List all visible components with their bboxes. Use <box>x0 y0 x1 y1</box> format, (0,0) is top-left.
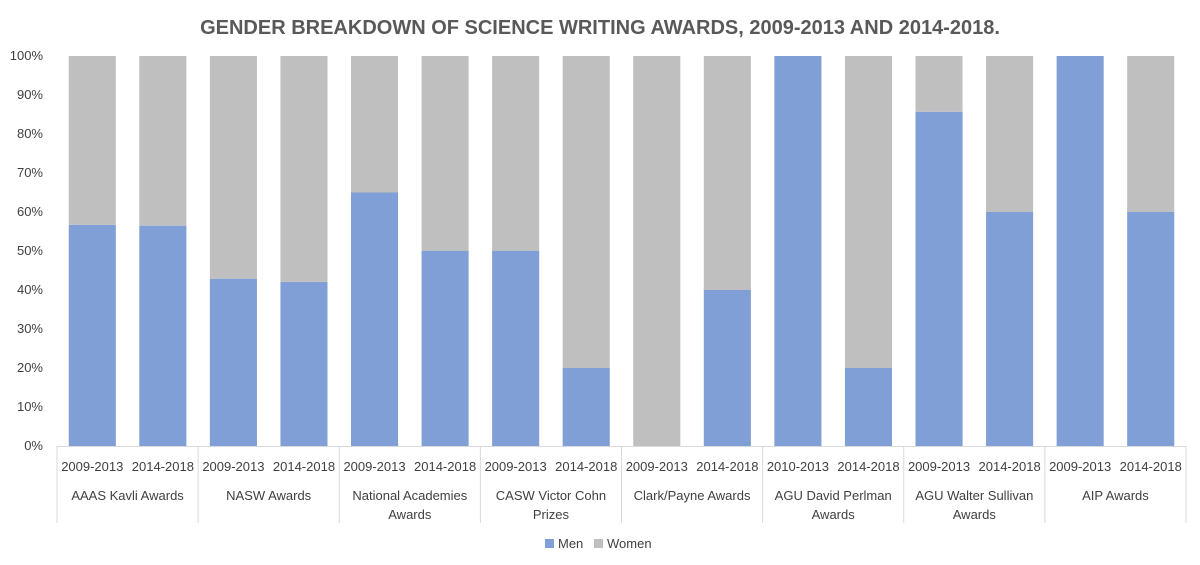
bar-women <box>421 56 469 251</box>
bar-men <box>915 111 963 447</box>
bar-women <box>492 56 540 251</box>
bar-women <box>703 56 751 290</box>
group-label: Awards <box>388 507 432 522</box>
y-tick-label: 20% <box>17 360 43 375</box>
bar-women <box>68 56 116 225</box>
y-tick-label: 30% <box>17 321 43 336</box>
bar-men <box>209 278 257 446</box>
period-label: 2009-2013 <box>908 459 970 474</box>
period-label: 2009-2013 <box>626 459 688 474</box>
period-label: 2014-2018 <box>132 459 194 474</box>
bars <box>68 56 1175 447</box>
y-tick-label: 90% <box>17 87 43 102</box>
bar-men <box>1127 212 1175 446</box>
y-tick-label: 70% <box>17 165 43 180</box>
period-label: 2009-2013 <box>202 459 264 474</box>
bar-men <box>350 192 399 446</box>
bar-women <box>844 56 893 368</box>
period-label: 2014-2018 <box>414 459 476 474</box>
period-label: 2009-2013 <box>1049 459 1111 474</box>
bar-men <box>139 225 187 446</box>
bar-women <box>986 56 1034 212</box>
x-axis: 2009-2013 2014-2018 AAAS Kavli Awards 2009-… <box>56 446 1187 523</box>
group-label: Clark/Payne Awards <box>634 488 751 503</box>
period-label: 2014-2018 <box>555 459 617 474</box>
bar-men <box>774 56 822 446</box>
legend-label: Men <box>558 536 583 551</box>
bar-women <box>1127 56 1175 212</box>
chart-title: GENDER BREAKDOWN OF SCIENCE WRITING AWAR… <box>200 17 1000 39</box>
y-tick-label: 100% <box>10 48 44 63</box>
legend: Men Women <box>545 536 652 551</box>
bar-women <box>350 56 399 193</box>
group-label: Awards <box>812 507 856 522</box>
y-tick-label: 80% <box>17 126 43 141</box>
period-label: 2014-2018 <box>837 459 899 474</box>
bar-women <box>562 56 610 368</box>
bar-women <box>915 56 963 112</box>
y-tick-label: 40% <box>17 282 43 297</box>
bar-women <box>633 56 681 446</box>
group-label: NASW Awards <box>226 488 312 503</box>
group-label: Prizes <box>533 507 570 522</box>
y-tick-label: 10% <box>17 399 43 414</box>
bar-men <box>1056 56 1104 446</box>
bar-men <box>703 290 751 446</box>
period-label: 2014-2018 <box>1120 459 1182 474</box>
period-label: 2010-2013 <box>767 459 829 474</box>
group-label: AAAS Kavli Awards <box>71 488 184 503</box>
period-label: 2014-2018 <box>273 459 335 474</box>
bar-men <box>280 281 328 446</box>
period-label: 2009-2013 <box>61 459 123 474</box>
bar-men <box>844 368 893 446</box>
legend-swatch <box>594 539 603 548</box>
bar-men <box>562 368 610 446</box>
group-label: CASW Victor Cohn <box>496 488 606 503</box>
group-label: AIP Awards <box>1082 488 1149 503</box>
bar-women <box>280 56 328 282</box>
bar-men <box>492 251 540 446</box>
bar-men <box>986 212 1034 446</box>
legend-label: Women <box>607 536 652 551</box>
y-tick-label: 50% <box>17 243 43 258</box>
y-tick-label: 60% <box>17 204 43 219</box>
group-label: AGU Walter Sullivan <box>915 488 1033 503</box>
group-label: National Academies <box>352 488 467 503</box>
period-label: 2009-2013 <box>485 459 547 474</box>
bar-men <box>421 251 469 446</box>
period-label: 2014-2018 <box>979 459 1041 474</box>
period-label: 2014-2018 <box>696 459 758 474</box>
legend-swatch <box>545 539 554 548</box>
group-label: Awards <box>953 507 997 522</box>
bar-women <box>139 56 187 226</box>
period-label: 2009-2013 <box>343 459 405 474</box>
group-label: AGU David Perlman <box>775 488 892 503</box>
y-axis: 0% 10% 20% 30% 40% 50% 60% 70% 80% 90% 100% <box>10 48 44 453</box>
bar-men <box>68 224 116 446</box>
y-tick-label: 0% <box>24 438 43 453</box>
bar-women <box>209 56 257 279</box>
